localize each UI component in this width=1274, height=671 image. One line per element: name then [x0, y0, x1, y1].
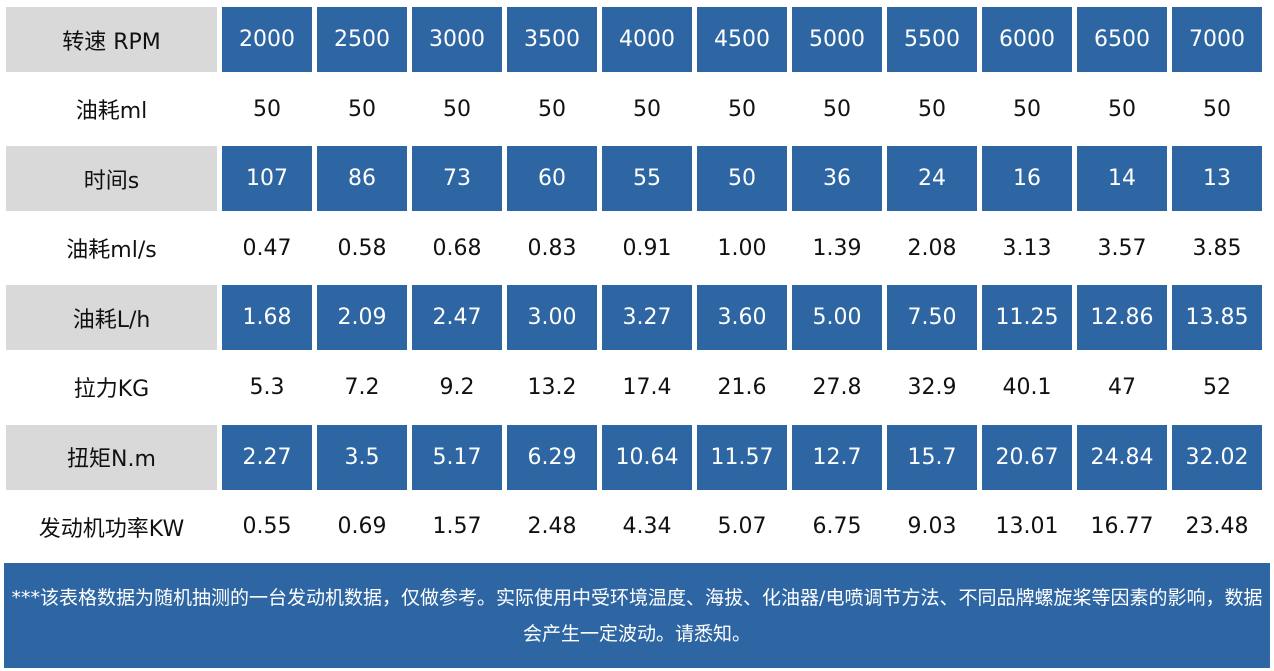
table-cell: 13.2 [527, 374, 577, 400]
disclaimer-note: ***该表格数据为随机抽测的一台发动机数据，仅做参考。实际使用中受环境温度、海拔… [4, 563, 1270, 668]
table-cell: 3.00 [507, 285, 597, 351]
table-cell: 11.57 [697, 424, 787, 490]
table-cell: 86 [317, 146, 407, 212]
row-label: 油耗ml/s [66, 238, 157, 264]
table-cell: 3.13 [1002, 235, 1052, 261]
table-cell: 32.9 [907, 374, 957, 400]
table-cell: 50 [443, 96, 471, 122]
table-cell: 6.75 [812, 514, 862, 540]
table-cell: 4500 [697, 7, 787, 72]
engine-data-table: 转速 RPM 2000 2500 3000 3500 4000 4500 5000 5500 60… [6, 7, 1262, 559]
table-cell: 0.83 [527, 235, 577, 261]
table-cell: 4.34 [622, 514, 672, 540]
table-cell: 2.09 [317, 285, 407, 351]
table-cell: 12.86 [1077, 285, 1167, 351]
table-cell: 2.48 [527, 514, 577, 540]
table-cell: 0.58 [337, 235, 387, 261]
table-cell: 40.1 [1002, 374, 1052, 400]
table-cell: 5.00 [792, 285, 882, 351]
table-cell: 2500 [317, 7, 407, 72]
table-cell: 24 [887, 146, 977, 212]
table-cell: 24.84 [1077, 424, 1167, 490]
table-cell: 2.27 [222, 424, 312, 490]
table-cell: 0.69 [337, 514, 387, 540]
table-cell: 1.68 [222, 285, 312, 351]
table-cell: 3.85 [1192, 235, 1242, 261]
table-cell: 0.55 [242, 514, 292, 540]
table-cell: 3500 [507, 7, 597, 72]
table-cell: 13 [1172, 146, 1262, 212]
table-cell: 10.64 [602, 424, 692, 490]
table-cell: 50 [697, 146, 787, 212]
table-cell: 1.00 [717, 235, 767, 261]
table-cell: 27.8 [812, 374, 862, 400]
row-label: 拉力KG [73, 377, 150, 403]
row-label: 转速 RPM [6, 7, 217, 72]
table-cell: 107 [222, 146, 312, 212]
table-cell: 50 [1013, 96, 1041, 122]
table-cell: 15.7 [887, 424, 977, 490]
table-cell: 47 [1108, 374, 1136, 400]
table-cell: 6000 [982, 7, 1072, 72]
table-cell: 1.57 [432, 514, 482, 540]
table-cell: 3.27 [602, 285, 692, 351]
row-label: 发动机功率KW [38, 516, 185, 542]
table-cell: 13.85 [1172, 285, 1262, 351]
table-cell: 5.07 [717, 514, 767, 540]
table-cell: 20.67 [982, 424, 1072, 490]
table-cell: 12.7 [792, 424, 882, 490]
table-cell: 50 [1203, 96, 1231, 122]
table-cell: 9.2 [439, 374, 475, 400]
table-cell: 1.39 [812, 235, 862, 261]
table-cell: 16 [982, 146, 1072, 212]
table-cell: 7.50 [887, 285, 977, 351]
table-cell: 0.68 [432, 235, 482, 261]
table-cell: 21.6 [717, 374, 767, 400]
table-cell: 9.03 [907, 514, 957, 540]
table-cell: 60 [507, 146, 597, 212]
table-cell: 6.29 [507, 424, 597, 490]
table-cell: 2.47 [412, 285, 502, 351]
table-cell: 23.48 [1185, 514, 1249, 540]
table-cell: 50 [1108, 96, 1136, 122]
table-cell: 7.2 [344, 374, 380, 400]
table-cell: 2.08 [907, 235, 957, 261]
table-cell: 3000 [412, 7, 502, 72]
table-cell: 2000 [222, 7, 312, 72]
table-cell: 5.3 [249, 374, 285, 400]
table-cell: 7000 [1172, 7, 1262, 72]
table-cell: 50 [823, 96, 851, 122]
table-cell: 17.4 [622, 374, 672, 400]
table-cell: 4000 [602, 7, 692, 72]
table-cell: 73 [412, 146, 502, 212]
table-cell: 5.17 [412, 424, 502, 490]
table-cell: 16.77 [1090, 514, 1154, 540]
table-cell: 50 [538, 96, 566, 122]
row-label: 时间s [6, 146, 217, 212]
table-cell: 50 [348, 96, 376, 122]
table-cell: 55 [602, 146, 692, 212]
table-cell: 14 [1077, 146, 1167, 212]
table-cell: 11.25 [982, 285, 1072, 351]
row-label: 扭矩N.m [6, 424, 217, 490]
table-cell: 32.02 [1172, 424, 1262, 490]
table-cell: 3.57 [1097, 235, 1147, 261]
table-cell: 50 [918, 96, 946, 122]
table-cell: 36 [792, 146, 882, 212]
table-cell: 50 [728, 96, 756, 122]
table-cell: 5000 [792, 7, 882, 72]
disclaimer-text: ***该表格数据为随机抽测的一台发动机数据，仅做参考。实际使用中受环境温度、海拔… [11, 586, 1263, 645]
table-cell: 52 [1203, 374, 1231, 400]
row-label: 油耗L/h [6, 285, 217, 351]
table-cell: 13.01 [995, 514, 1059, 540]
table-cell: 3.5 [317, 424, 407, 490]
table-cell: 0.47 [242, 235, 292, 261]
table-cell: 6500 [1077, 7, 1167, 72]
table-cell: 3.60 [697, 285, 787, 351]
table-cell: 50 [633, 96, 661, 122]
table-cell: 0.91 [622, 235, 672, 261]
table-cell: 5500 [887, 7, 977, 72]
table-cell: 50 [253, 96, 281, 122]
row-label: 油耗ml [75, 99, 148, 125]
